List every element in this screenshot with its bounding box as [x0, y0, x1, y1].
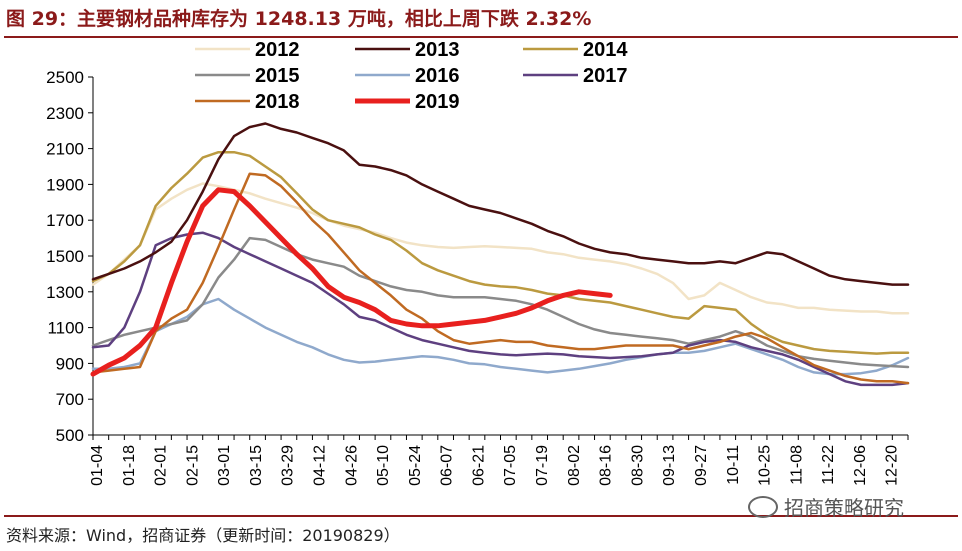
x-tick-label: 11-08 [788, 445, 805, 485]
series-line-2019 [90, 187, 613, 377]
x-tick-label: 03-01 [216, 445, 233, 486]
x-tick-label: 09-13 [661, 445, 678, 486]
series-line-2013 [91, 122, 910, 286]
x-tick-label: 04-12 [312, 445, 329, 486]
legend-label-2018: 2018 [255, 91, 300, 113]
x-tick-label: 11-22 [820, 445, 837, 485]
x-tick-label: 06-21 [470, 445, 487, 486]
series-line-2018 [91, 172, 910, 385]
series-line-2017 [91, 231, 910, 387]
x-tick-label: 10-11 [725, 445, 742, 485]
line-chart: 500 700 900 1100 1300 1500 1700 1900 2100 2300 250… [46, 39, 910, 486]
x-tick-label: 06-07 [439, 445, 456, 486]
x-tick-label: 03-15 [248, 445, 265, 486]
y-tick-label: 1300 [46, 283, 84, 302]
series-line-2016 [91, 297, 910, 376]
x-tick-label: 08-02 [566, 445, 583, 486]
watermark: 招商策略研究 [748, 492, 904, 521]
y-tick-label: 1100 [47, 319, 84, 338]
x-tick-label: 07-05 [502, 445, 519, 486]
legend-label-2012: 2012 [255, 39, 300, 61]
chart-legend: 2012 2013 2014 2015 2016 2017 2018 2019 [195, 39, 628, 113]
y-tick-label: 1500 [46, 247, 84, 266]
x-tick-label: 12-20 [884, 445, 901, 486]
x-tick-label: 07-19 [534, 445, 551, 486]
x-tick-label: 05-10 [375, 445, 392, 486]
watermark-text: 招商策略研究 [784, 496, 904, 520]
y-tick-label: 700 [56, 390, 84, 409]
chart-axes: 500 700 900 1100 1300 1500 1700 1900 2100 2300 250… [46, 68, 909, 486]
x-tick-label: 08-16 [598, 445, 615, 486]
series-line-2014 [91, 150, 910, 355]
title-rule [4, 36, 958, 38]
source-note: 资料来源：Wind，招商证券（更新时间：20190829） [6, 526, 400, 545]
footer-rule [4, 515, 958, 517]
legend-label-2016: 2016 [415, 65, 460, 87]
chart-series [90, 122, 910, 387]
x-tick-label: 04-26 [343, 445, 360, 486]
x-tick-label: 09-27 [693, 445, 710, 486]
series-line-2015 [91, 236, 910, 369]
x-tick-label: 08-30 [629, 445, 646, 486]
x-tick-label: 03-29 [280, 445, 297, 486]
x-tick-label: 10-25 [757, 445, 774, 486]
x-tick-label: 01-18 [121, 445, 138, 486]
x-tick-label: 05-24 [407, 445, 424, 486]
y-tick-label: 2500 [46, 68, 84, 87]
x-tick-label: 12-06 [852, 445, 869, 486]
legend-label-2013: 2013 [415, 39, 460, 61]
legend-label-2019: 2019 [415, 91, 460, 113]
y-tick-label: 2100 [46, 140, 84, 159]
y-tick-label: 500 [56, 426, 84, 445]
chart-title: 图 29：主要钢材品种库存为 1248.13 万吨，相比上周下跌 2.32% [6, 8, 592, 30]
y-tick-label: 2300 [46, 104, 84, 123]
x-tick-label: 01-04 [89, 445, 106, 486]
legend-label-2014: 2014 [583, 39, 628, 61]
legend-label-2015: 2015 [255, 65, 300, 87]
series-line-2012 [91, 182, 910, 315]
y-tick-label: 1700 [46, 211, 84, 230]
y-tick-label: 900 [56, 354, 84, 373]
x-tick-label: 02-15 [184, 445, 201, 486]
y-tick-label: 1900 [46, 175, 84, 194]
x-tick-label: 02-01 [153, 445, 170, 486]
wechat-icon [748, 496, 778, 518]
legend-label-2017: 2017 [583, 65, 628, 87]
